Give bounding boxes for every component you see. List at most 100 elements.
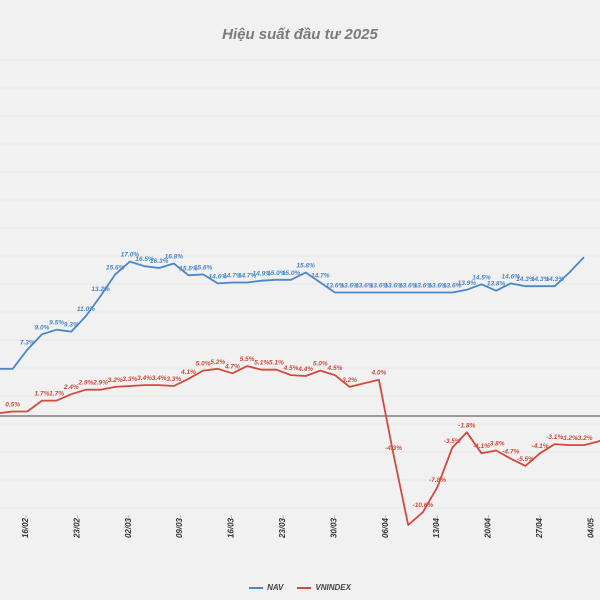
x-tick-label: 20/04 bbox=[484, 517, 493, 539]
legend-item-nav: NAV bbox=[249, 583, 283, 592]
data-label: 3.4% bbox=[137, 375, 152, 382]
data-label: -3.2% bbox=[576, 435, 593, 442]
data-label: 14.5% bbox=[472, 274, 491, 281]
data-label: -4.1% bbox=[473, 443, 490, 450]
data-label: 15.6% bbox=[194, 264, 213, 271]
x-tick-label: 13/04 bbox=[432, 517, 441, 538]
data-label: 15.5% bbox=[179, 265, 198, 272]
data-label: 3.2% bbox=[342, 377, 357, 384]
data-label: 13.6% bbox=[414, 283, 433, 290]
data-label: -7.8% bbox=[429, 477, 446, 484]
x-tick-label: 04/05 bbox=[586, 517, 595, 538]
x-tick-label: 23/03 bbox=[278, 517, 287, 539]
data-label: 13.6% bbox=[399, 283, 418, 290]
data-label: 5.1% bbox=[269, 360, 284, 367]
data-label: 2.9% bbox=[92, 380, 108, 387]
x-tick-label: 16/03 bbox=[227, 517, 236, 538]
data-label: 2.9% bbox=[77, 380, 93, 387]
data-label: 15.0% bbox=[282, 270, 301, 277]
data-label: 13.8% bbox=[487, 281, 506, 288]
chart-title: Hiệu suất đầu tư 2025 bbox=[222, 26, 378, 43]
data-label: 5.0% bbox=[196, 361, 211, 368]
data-label: 3.4% bbox=[152, 375, 167, 382]
x-tick-label: 02/03 bbox=[124, 517, 133, 538]
data-label: 13.2% bbox=[91, 286, 110, 293]
data-label: 2.4% bbox=[63, 384, 79, 391]
series-line-vnindex bbox=[0, 365, 600, 526]
data-label: -5.5% bbox=[517, 456, 534, 463]
data-label: 17.0% bbox=[121, 252, 140, 259]
data-label: -4.7% bbox=[502, 449, 519, 456]
x-tick-label: 23/02 bbox=[72, 517, 81, 539]
data-label: 5.1% bbox=[254, 360, 269, 367]
data-label: -4.3% bbox=[385, 445, 402, 452]
data-label: 9.3% bbox=[64, 322, 79, 329]
legend-label-nav: NAV bbox=[267, 583, 284, 592]
data-label: 1.7% bbox=[35, 391, 50, 398]
data-label: 14.7% bbox=[311, 273, 330, 280]
data-label: 16.8% bbox=[165, 253, 184, 260]
data-label: 15.0% bbox=[267, 270, 286, 277]
data-label: 14.6% bbox=[209, 273, 228, 280]
data-label: 5.0% bbox=[313, 361, 328, 368]
data-label: 16.5% bbox=[135, 256, 154, 263]
x-tick-label: 06/04 bbox=[381, 517, 390, 538]
data-label: 13.6% bbox=[370, 283, 389, 290]
data-labels: 7.3% 9.0%9.5% 9.3% 11.0% 13.2% 15.6% 17.0%16.5… bbox=[5, 252, 592, 510]
x-tick-label: 16/02 bbox=[21, 517, 30, 538]
data-label: 9.5% bbox=[49, 320, 64, 327]
data-label: 16.3% bbox=[150, 258, 169, 265]
data-label: 0.5% bbox=[5, 401, 20, 408]
data-label: 4.5% bbox=[283, 365, 299, 372]
data-label: 14.6% bbox=[502, 273, 521, 280]
data-label: 13.9% bbox=[458, 280, 477, 287]
data-label: 1.7% bbox=[49, 391, 64, 398]
data-label: 11.0% bbox=[77, 306, 95, 313]
data-label: 5.2% bbox=[210, 359, 225, 366]
legend: NAV VNINDEX bbox=[0, 583, 600, 592]
data-label: 4.7% bbox=[224, 363, 240, 370]
data-label: -1.8% bbox=[458, 422, 475, 429]
data-label: -3.2% bbox=[561, 435, 578, 442]
data-label: -4.1% bbox=[532, 443, 549, 450]
data-label: 3.3% bbox=[122, 376, 137, 383]
data-label: 14.7% bbox=[223, 273, 242, 280]
data-label: 14.9% bbox=[252, 271, 271, 278]
data-label: 4.4% bbox=[297, 366, 313, 373]
data-label: 14.3% bbox=[531, 276, 550, 283]
series-line-nav bbox=[0, 256, 585, 370]
data-label: 14.3% bbox=[545, 276, 564, 283]
data-label: 3.2% bbox=[108, 377, 123, 384]
data-label: 14.7% bbox=[238, 273, 257, 280]
data-label: 13.6% bbox=[384, 283, 403, 290]
data-label: 13.6% bbox=[326, 283, 345, 290]
legend-swatch-nav bbox=[249, 586, 264, 589]
x-tick-label: 27/04 bbox=[535, 517, 544, 539]
data-label: -10.6% bbox=[413, 502, 434, 509]
data-label: -3.8% bbox=[488, 441, 505, 448]
data-label: 4.5% bbox=[327, 365, 343, 372]
series-lines bbox=[0, 256, 600, 526]
legend-label-vnindex: VNINDEX bbox=[315, 583, 351, 592]
data-label: 13.6% bbox=[428, 283, 447, 290]
data-label: 7.3% bbox=[20, 340, 35, 347]
data-label: 3.3% bbox=[166, 376, 181, 383]
x-tick-label: 09/03 bbox=[175, 517, 184, 538]
data-label: 15.8% bbox=[296, 263, 315, 270]
x-tick-label: 30/03 bbox=[329, 517, 338, 538]
data-label: 4.0% bbox=[370, 370, 386, 377]
data-label: 4.1% bbox=[180, 369, 196, 376]
legend-swatch-vnindex bbox=[297, 586, 312, 589]
data-label: -3.5% bbox=[444, 438, 461, 445]
data-label: 14.3% bbox=[516, 276, 535, 283]
data-label: 15.6% bbox=[106, 264, 125, 271]
data-label: 9.0% bbox=[35, 324, 50, 331]
data-label: 13.6% bbox=[443, 283, 462, 290]
data-label: 5.5% bbox=[240, 356, 255, 363]
data-label: 13.6% bbox=[355, 283, 374, 290]
data-label: -3.1% bbox=[546, 434, 563, 441]
legend-item-vnindex: VNINDEX bbox=[297, 583, 351, 592]
x-axis-ticks: 16/02 23/02 02/03 09/03 16/03 23/03 30/03 06/04… bbox=[21, 515, 595, 539]
data-label: 13.6% bbox=[340, 283, 359, 290]
